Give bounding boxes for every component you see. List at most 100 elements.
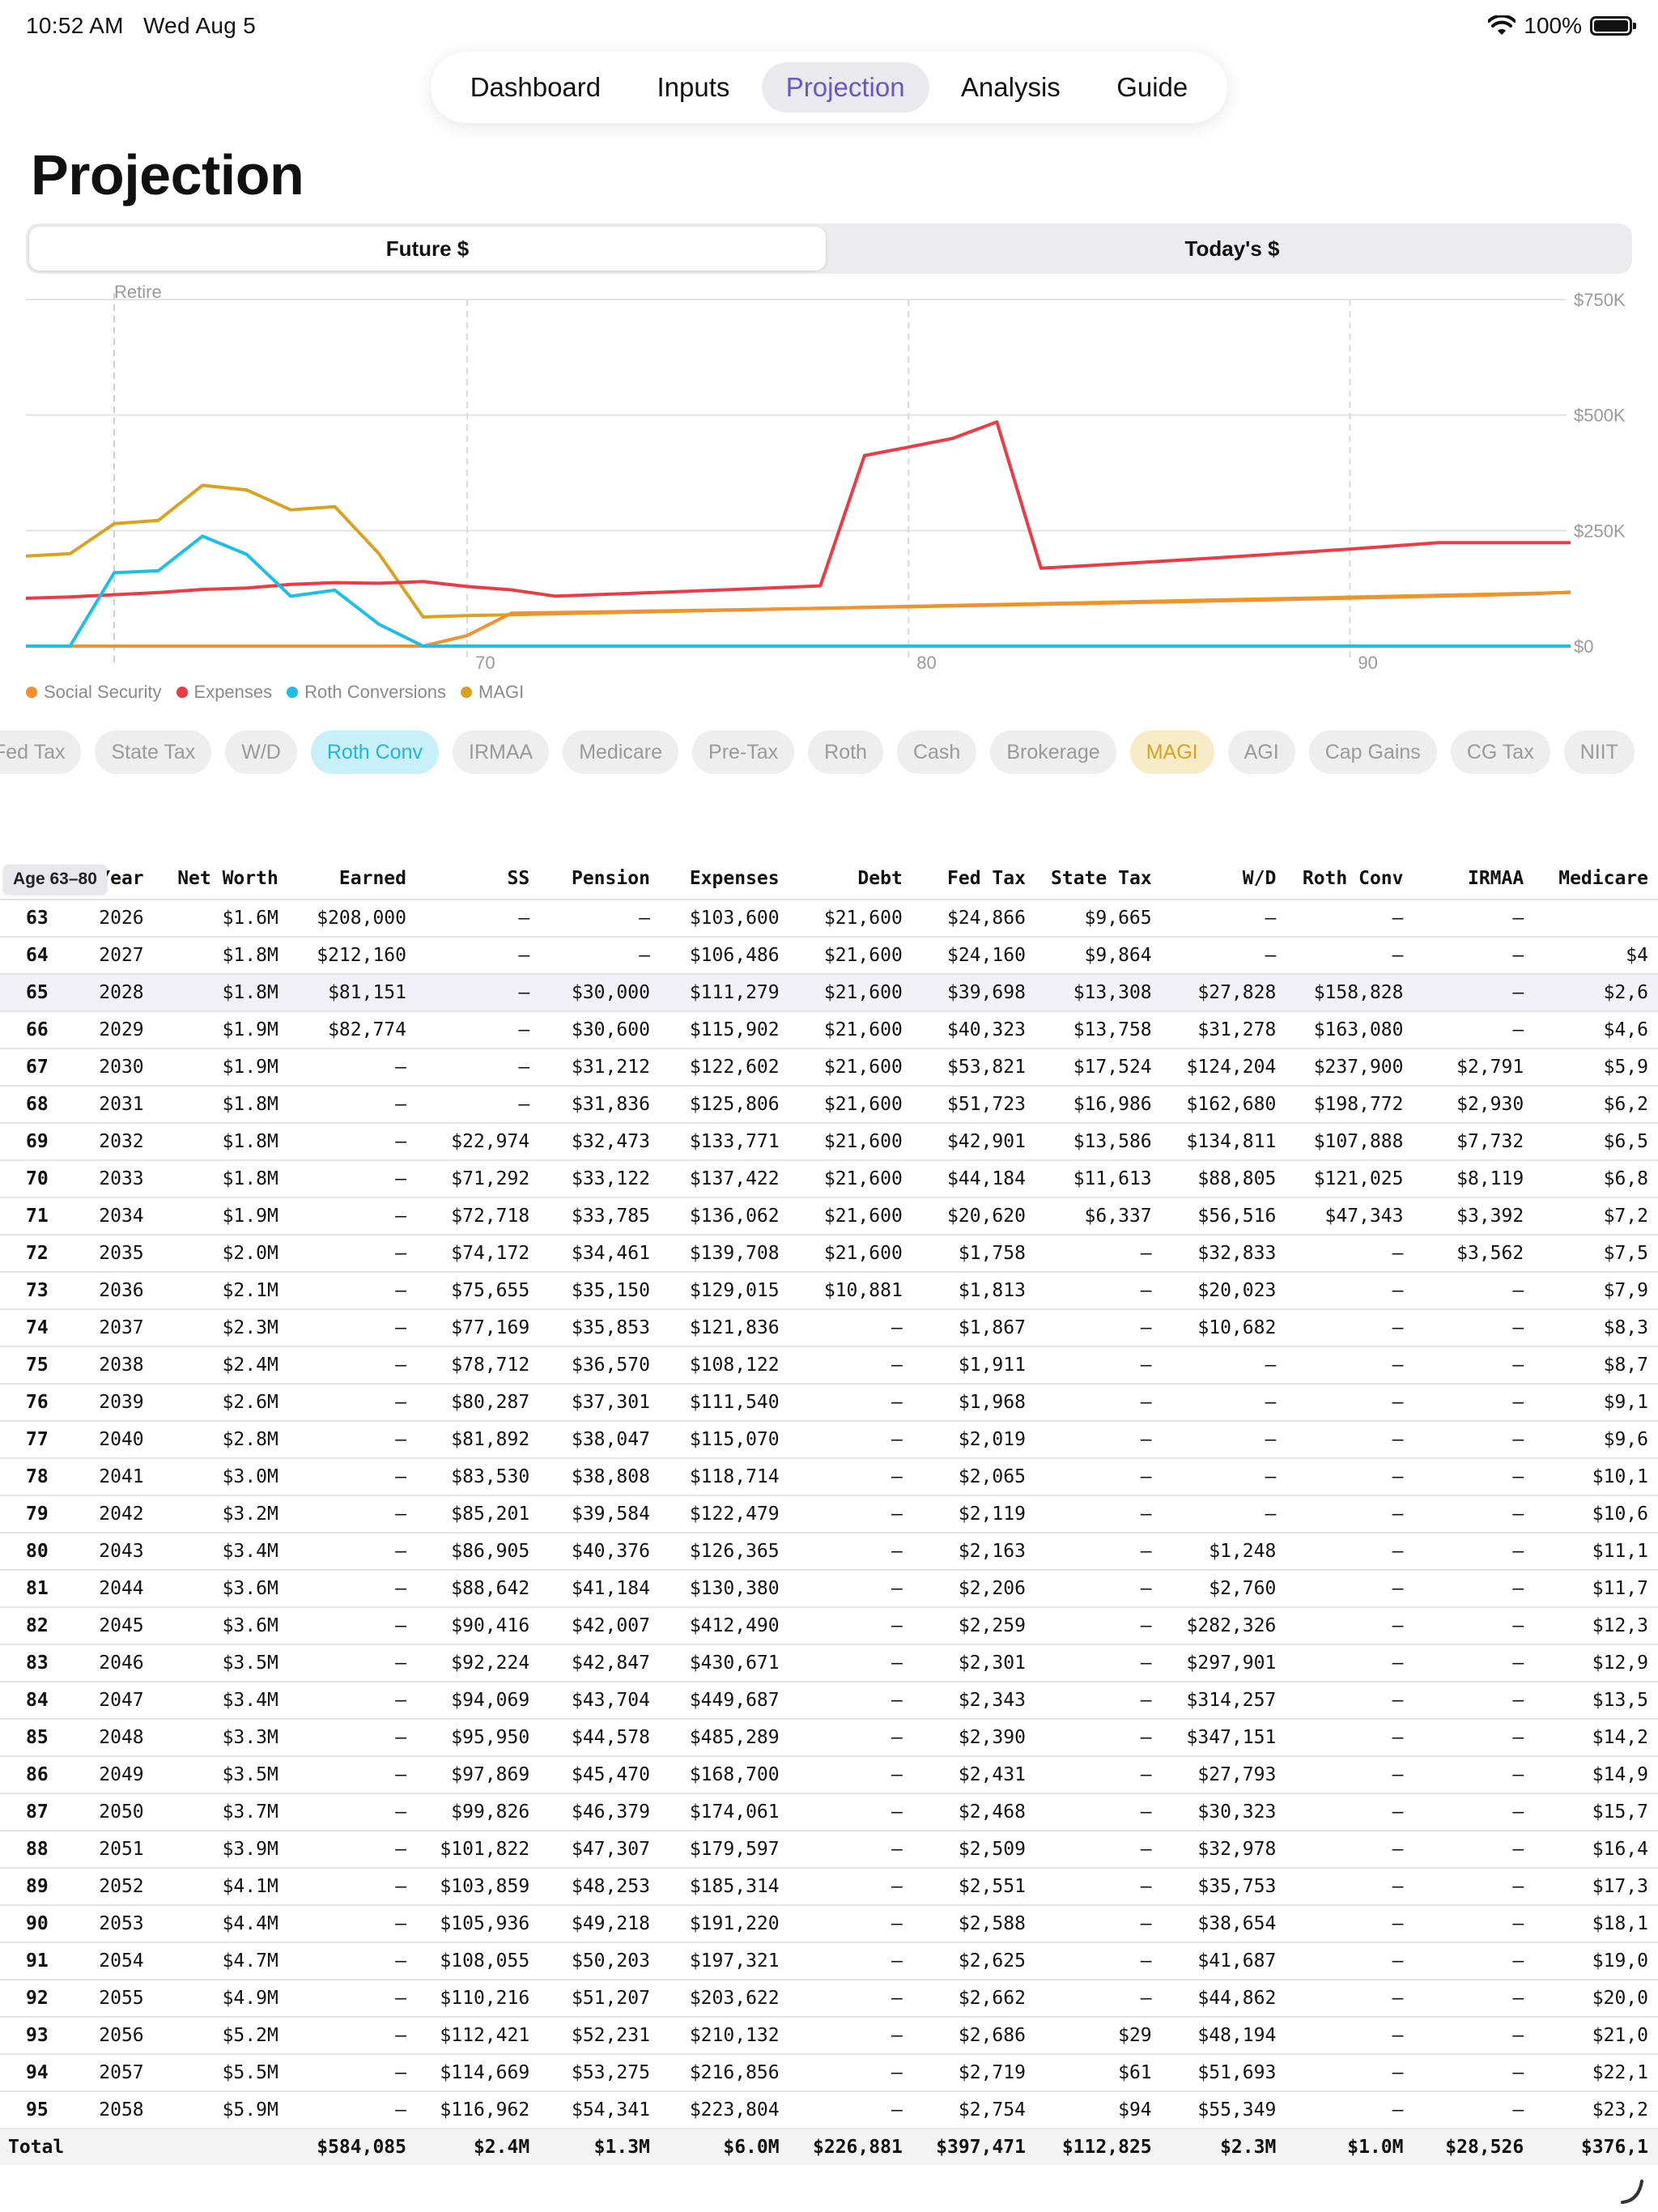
segment-todays-dollars[interactable]: Today's $ [1184,236,1280,261]
table-row[interactable]: 70 2033 $1.8M – $71,292 $33,122 $137,422 $21,60… [0,1160,1658,1198]
chip-roth-conv[interactable]: Roth Conv [310,730,439,774]
table-row[interactable]: 72 2035 $2.0M – $74,172 $34,461 $139,708 $21,60… [0,1235,1658,1273]
chip-medicare[interactable]: Medicare [563,730,679,774]
table-row[interactable]: 93 2056 $5.2M – $112,421 $52,231 $210,132– $2,6… [0,2017,1658,2055]
table-cell: $35,150 [539,1272,660,1310]
segment-future-dollars[interactable]: Future $ [29,227,826,270]
column-header-ss[interactable]: SS [416,858,540,900]
table-cell: $3.6M [153,1607,288,1645]
table-row[interactable]: 82 2045 $3.6M – $90,416 $42,007 $412,490– $2,25… [0,1607,1658,1645]
table-cell: $13,308 [1035,974,1162,1012]
chip-pre-tax[interactable]: Pre-Tax [692,730,795,774]
table-cell: – [1035,1421,1162,1459]
table-cell: – [1413,937,1534,975]
column-header-medicare[interactable]: Medicare [1533,858,1658,900]
table-row[interactable]: 73 2036 $2.1M – $75,655 $35,150 $129,015 $10,88… [0,1272,1658,1310]
tab-projection[interactable]: Projection [761,62,929,113]
table-row[interactable]: 63 2026 $1.6M $208,000– – $103,600 $21,600 $24,… [0,900,1658,938]
table-row[interactable]: 71 2034 $1.9M – $72,718 $33,785 $136,062 $21,60… [0,1197,1658,1236]
table-cell: $114,669 [416,2054,540,2092]
tab-analysis[interactable]: Analysis [960,72,1061,102]
table-cell: – [1413,900,1534,938]
table-cell: – [789,1831,912,1869]
total-cell: $2.3M [1161,2129,1286,2165]
chip-cap-gains[interactable]: Cap Gains [1308,730,1437,774]
table-cell: $105,936 [416,1905,540,1943]
column-header-state-tax[interactable]: State Tax [1035,858,1162,900]
table-row[interactable]: 68 2031 $1.8M – – $31,836 $125,806 $21,600 $51,7… [0,1086,1658,1124]
tab-inputs[interactable]: Inputs [657,72,730,102]
table-cell: $212,160 [287,937,416,975]
chip-irmaa[interactable]: IRMAA [453,730,550,774]
column-header-fed-tax[interactable]: Fed Tax [912,858,1035,900]
table-row[interactable]: 85 2048 $3.3M – $95,950 $44,578 $485,289– $2,39… [0,1719,1658,1757]
table-row[interactable]: 65 2028 $1.8M $81,151– $30,000 $111,279 $21,60… [0,974,1658,1012]
table-row[interactable]: 90 2053 $4.4M – $105,936 $49,218 $191,220– $2,5… [0,1905,1658,1943]
tab-dashboard[interactable]: Dashboard [470,72,602,102]
table-cell: $36,570 [539,1346,660,1385]
chip-agi[interactable]: AGI [1227,730,1295,774]
table-cell: – [1286,1980,1414,2018]
table-row[interactable]: 74 2037 $2.3M – $77,169 $35,853 $121,836– $1,86… [0,1309,1658,1347]
chip-wd[interactable]: W/D [225,730,297,774]
table-row[interactable]: 77 2040 $2.8M – $81,892 $38,047 $115,070– $2,01… [0,1421,1658,1459]
total-cell: $1.3M [539,2129,660,2165]
table-row[interactable]: 89 2052 $4.1M – $103,859 $48,253 $185,314– $2,5… [0,1868,1658,1906]
chip-magi[interactable]: MAGI [1129,730,1214,774]
table-row[interactable]: 64 2027 $1.8M $212,160– – $106,486 $21,600 $24,… [0,937,1658,975]
table-row[interactable]: 83 2046 $3.5M – $92,224 $42,847 $430,671– $2,30… [0,1644,1658,1682]
column-header-net-worth[interactable]: Net Worth [153,858,288,900]
table-cell: $21,600 [789,1049,912,1087]
table-row[interactable]: 78 2041 $3.0M – $83,530 $38,808 $118,714– $2,06… [0,1458,1658,1496]
table-row[interactable]: 87 2050 $3.7M – $99,826 $46,379 $174,061– $2,46… [0,1793,1658,1831]
table-row[interactable]: 67 2030 $1.9M – – $31,212 $122,602 $21,600 $53,8… [0,1049,1658,1087]
table-cell: $1.6M [153,900,288,938]
table-cell: 81 [0,1570,74,1608]
table-row[interactable]: 91 2054 $4.7M – $108,055 $50,203 $197,321– $2,6… [0,1942,1658,1980]
table-cell: – [416,1049,540,1087]
table-row[interactable]: 86 2049 $3.5M – $97,869 $45,470 $168,700– $2,43… [0,1756,1658,1794]
table-row[interactable]: 92 2055 $4.9M – $110,216 $51,207 $203,622– $2,6… [0,1980,1658,2018]
chip-brokerage[interactable]: Brokerage [990,730,1116,774]
column-header-irmaa[interactable]: IRMAA [1413,858,1534,900]
projection-table[interactable]: AgeYearNet WorthEarnedSSPensionExpensesD… [0,858,1658,2170]
table-row[interactable]: 95 2058 $5.9M – $116,962 $54,341 $223,804– $2,7… [0,2091,1658,2129]
table-cell: $21,600 [789,900,912,938]
table-cell: $40,376 [539,1533,660,1571]
column-header-earned[interactable]: Earned [287,858,416,900]
table-row[interactable]: 84 2047 $3.4M – $94,069 $43,704 $449,687– $2,34… [0,1682,1658,1720]
table-cell: – [1035,1905,1162,1943]
chip-roth[interactable]: Roth [808,730,883,774]
table-cell: $5,9 [1533,1049,1658,1087]
column-header-w-d[interactable]: W/D [1161,858,1286,900]
table-cell: $7,732 [1413,1123,1534,1161]
tab-guide[interactable]: Guide [1116,72,1188,102]
table-row[interactable]: 80 2043 $3.4M – $86,905 $40,376 $126,365– $2,16… [0,1533,1658,1571]
chip-fed-tax[interactable]: Fed Tax [0,730,82,774]
resize-handle-icon[interactable] [1618,2176,1647,2206]
column-header-pension[interactable]: Pension [539,858,660,900]
chip-cg-tax[interactable]: CG Tax [1450,730,1550,774]
table-cell: – [1413,1868,1534,1906]
chip-state-tax[interactable]: State Tax [95,730,212,774]
table-row[interactable]: 66 2029 $1.9M $82,774– $30,600 $115,902 $21,60… [0,1011,1658,1049]
table-cell: 69 [0,1123,74,1161]
table-row[interactable]: 69 2032 $1.8M – $22,974 $32,473 $133,771 $21,60… [0,1123,1658,1161]
table-row[interactable]: 81 2044 $3.6M – $88,642 $41,184 $130,380– $2,20… [0,1570,1658,1608]
table-row[interactable]: 94 2057 $5.5M – $114,669 $53,275 $216,856– $2,7… [0,2054,1658,2092]
chip-niit[interactable]: NIIT [1563,730,1635,774]
table-cell: – [1413,2017,1534,2055]
column-header-roth-conv[interactable]: Roth Conv [1286,858,1414,900]
chip-cash[interactable]: Cash [896,730,977,774]
table-cell: $163,080 [1286,1011,1414,1049]
table-row[interactable]: 79 2042 $3.2M – $85,201 $39,584 $122,479– $2,11… [0,1495,1658,1534]
table-cell: – [287,2017,416,2055]
table-row[interactable]: 88 2051 $3.9M – $101,822 $47,307 $179,597– $2,5… [0,1831,1658,1869]
table-row[interactable]: 75 2038 $2.4M – $78,712 $36,570 $108,122– $1,91… [0,1346,1658,1385]
column-header-debt[interactable]: Debt [789,858,912,900]
table-cell: $116,962 [416,2091,540,2129]
column-header-expenses[interactable]: Expenses [659,858,789,900]
table-row[interactable]: 76 2039 $2.6M – $80,287 $37,301 $111,540– $1,96… [0,1384,1658,1422]
table-cell: 73 [0,1272,74,1310]
table-cell: $40,323 [912,1011,1035,1049]
